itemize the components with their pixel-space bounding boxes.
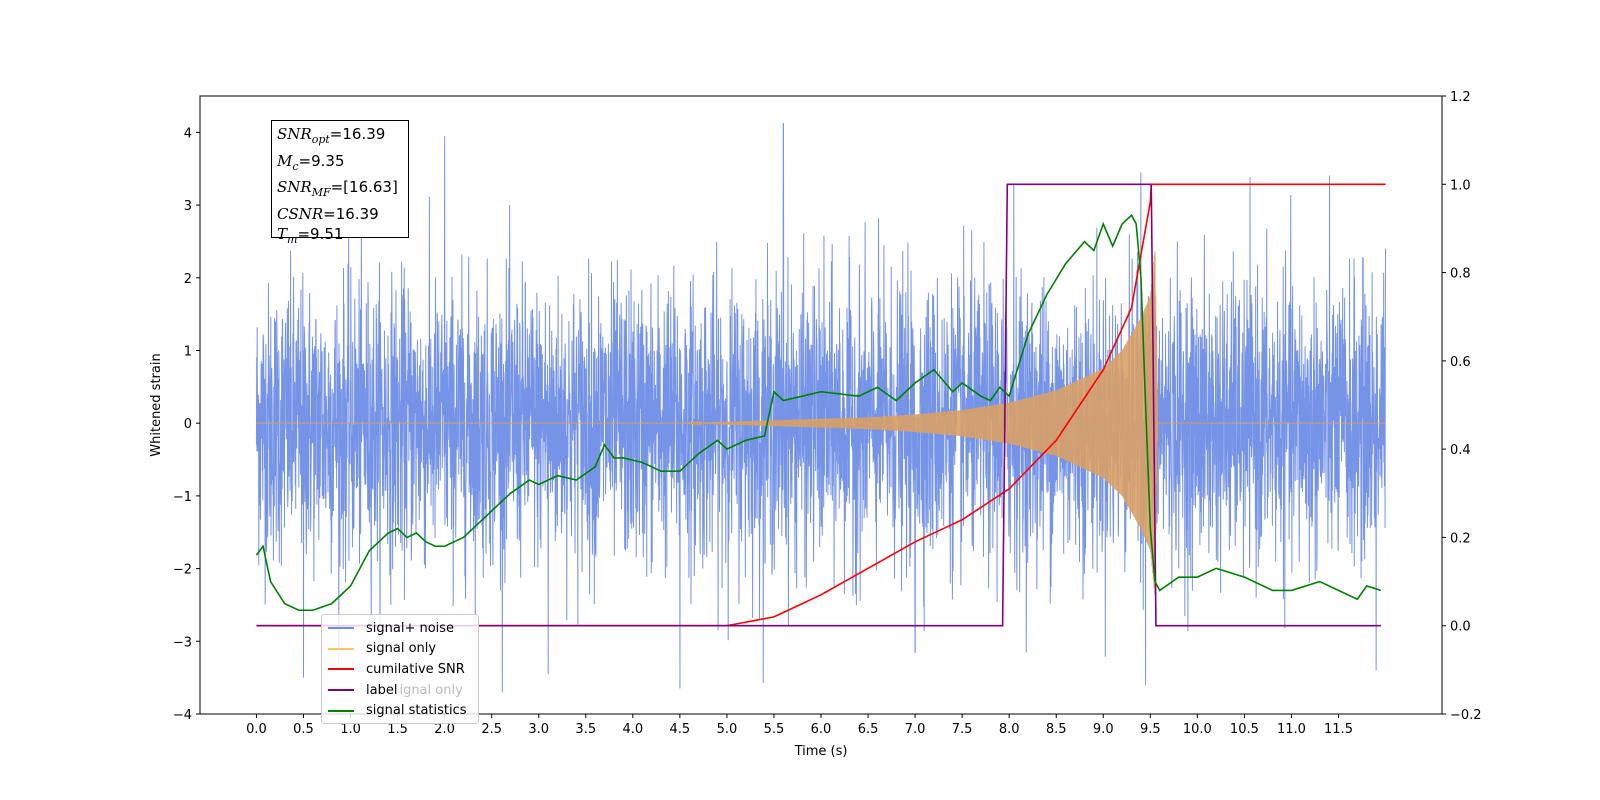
y-tick-label: 2: [184, 272, 192, 287]
y2-tick-label: 0.0: [1450, 620, 1471, 635]
legend-label-cumulative-snr: cumilative SNR: [366, 661, 465, 677]
x-tick-label: 7.5: [952, 722, 973, 737]
parameter-annotation-box: SNRopt=16.39 Mc=9.35 SNRMF=[16.63] CSNR=…: [271, 120, 409, 246]
legend-swatch-label: [328, 689, 354, 692]
y-axis-label: Whitened strain: [149, 353, 164, 456]
y2-tick-label: −0.2: [1450, 708, 1482, 723]
x-tick-label: 7.0: [905, 722, 926, 737]
chart-legend: signal+ noise signal only cumilative SNR…: [321, 614, 479, 724]
x-tick-label: 4.0: [622, 722, 643, 737]
legend-swatch-cumulative-snr: [328, 668, 354, 671]
x-tick-label: 3.0: [528, 722, 549, 737]
x-tick-label: 8.5: [1046, 722, 1067, 737]
y-tick-label: −4: [173, 708, 192, 723]
series-label: [256, 183, 1381, 627]
x-tick-label: 9.5: [1140, 722, 1161, 737]
x-tick-label: 11.5: [1324, 722, 1353, 737]
x-tick-label: 6.5: [858, 722, 879, 737]
y2-tick-label: 0.8: [1450, 267, 1471, 282]
merger-time-annotation: Tm=9.51: [277, 225, 344, 246]
x-tick-label: 2.0: [434, 722, 455, 737]
series-signal-noise: [255, 123, 1387, 693]
legend-item-signal-statistics: signal statistics: [328, 700, 472, 721]
y-axis-left: 4 3 2 1 0 −1 −2 −3 −4: [173, 126, 200, 723]
series-cumulative-snr: [256, 183, 1386, 627]
chirp-mass-value: =9.35: [298, 151, 345, 170]
x-axis-label: Time (s): [794, 744, 848, 759]
x-tick-label: 10.5: [1230, 722, 1259, 737]
x-tick-label: 5.0: [717, 722, 738, 737]
x-tick-label: 8.0: [999, 722, 1020, 737]
legend-label-signal-only: signal only: [366, 641, 437, 657]
x-axis: 0.0 0.5 1.0 1.5 2.0 2.5 3.0 3.5 4.0 4.5 5.0 5.5 6.0 6…: [246, 714, 1353, 737]
merger-time-value: =9.51: [297, 225, 344, 243]
y2-tick-label: 1.2: [1450, 90, 1471, 105]
y-tick-label: −1: [173, 490, 192, 505]
legend-swatch-signal-only: [328, 647, 354, 650]
y-axis-right: 1.2 1.0 0.8 0.6 0.4 0.2 0.0 −0.2: [1442, 90, 1482, 723]
y2-tick-label: 0.2: [1450, 531, 1471, 546]
x-tick-label: 4.5: [670, 722, 691, 737]
legend-swatch-signal-noise: [328, 627, 354, 630]
legend-swatch-signal-statistics: [328, 709, 354, 712]
x-tick-label: 2.5: [481, 722, 502, 737]
series-signal-statistics: [255, 213, 1382, 612]
y2-tick-label: 0.6: [1450, 355, 1471, 370]
x-tick-label: 11.0: [1277, 722, 1306, 737]
y-tick-label: 3: [184, 199, 192, 214]
x-tick-label: 9.0: [1093, 722, 1114, 737]
y-tick-label: 0: [184, 417, 192, 432]
x-tick-label: 0.0: [246, 722, 267, 737]
snr-opt-value: =16.39: [329, 125, 386, 143]
series-layer: [255, 123, 1387, 693]
x-tick-label: 1.0: [340, 722, 361, 737]
y2-tick-label: 0.4: [1450, 443, 1471, 458]
legend-label-label: label ignal only: [366, 682, 463, 698]
x-tick-label: 10.0: [1183, 722, 1212, 737]
y-tick-label: 4: [184, 126, 192, 141]
legend-label-signal-noise: signal+ noise: [366, 620, 455, 636]
x-tick-label: 5.5: [764, 722, 785, 737]
csnr-value: =16.39: [323, 204, 379, 223]
y-tick-label: −2: [173, 563, 192, 578]
x-tick-label: 0.5: [293, 722, 314, 737]
legend-item-label: label ignal only: [328, 680, 472, 701]
snr-opt-annotation: SNRopt=16.39: [277, 125, 386, 146]
csnr-annotation: CSNR=16.39: [277, 204, 379, 223]
series-signal-only: [256, 251, 1386, 595]
legend-item-signal-noise: signal+ noise: [328, 618, 472, 639]
x-tick-label: 6.0: [811, 722, 832, 737]
snr-mf-value: =[16.63]: [330, 178, 398, 196]
y-tick-label: 1: [184, 344, 192, 359]
snr-mf-annotation: SNRMF=[16.63]: [277, 178, 398, 199]
x-tick-label: 1.5: [387, 722, 408, 737]
legend-label-signal-statistics: signal statistics: [366, 703, 467, 719]
x-tick-label: 3.5: [575, 722, 596, 737]
legend-item-cumulative-snr: cumilative SNR: [328, 659, 472, 680]
y-tick-label: −3: [173, 635, 192, 650]
chirp-mass-annotation: Mc=9.35: [277, 151, 345, 173]
y2-tick-label: 1.0: [1450, 178, 1471, 193]
legend-item-signal-only: signal only: [328, 639, 472, 660]
legend-ghost-text: ignal only: [399, 682, 463, 698]
